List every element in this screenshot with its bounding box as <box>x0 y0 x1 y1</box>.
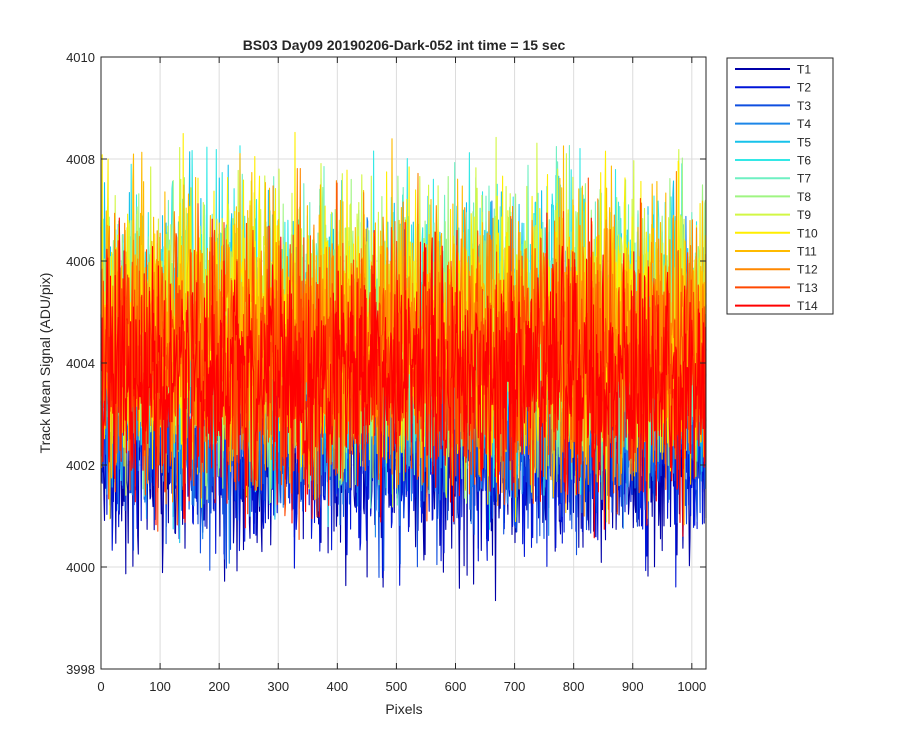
legend-label-t4: T4 <box>797 117 811 131</box>
legend-label-t7: T7 <box>797 172 811 186</box>
y-tick-label: 3998 <box>66 662 95 677</box>
x-axis-label: Pixels <box>385 701 422 717</box>
x-tick-label: 600 <box>445 679 467 694</box>
x-tick-label: 400 <box>326 679 348 694</box>
x-tick-label: 700 <box>504 679 526 694</box>
y-tick-label: 4006 <box>66 254 95 269</box>
y-axis-label: Track Mean Signal (ADU/pix) <box>37 273 53 454</box>
legend-label-t3: T3 <box>797 99 811 113</box>
legend-label-t14: T14 <box>797 299 818 313</box>
y-tick-label: 4010 <box>66 50 95 65</box>
legend-label-t1: T1 <box>797 63 811 77</box>
legend-label-t2: T2 <box>797 81 811 95</box>
legend-label-t10: T10 <box>797 226 818 240</box>
legend-label-t13: T13 <box>797 281 818 295</box>
legend-label-t12: T12 <box>797 263 818 277</box>
x-tick-label: 0 <box>97 679 104 694</box>
legend: T1 T2 T3 T4 T5 T6 T7 T8 T9 T10 T11 T12 T13 T14 <box>726 57 834 315</box>
y-tick-label: 4000 <box>66 560 95 575</box>
x-tick-label: 100 <box>149 679 171 694</box>
y-tick-label: 4008 <box>66 152 95 167</box>
x-tick-label: 300 <box>267 679 289 694</box>
chart-title: BS03 Day09 20190206-Dark-052 int time = … <box>243 37 566 53</box>
x-tick-label: 900 <box>622 679 644 694</box>
y-tick-label: 4002 <box>66 458 95 473</box>
y-tick-label: 4004 <box>66 356 95 371</box>
legend-label-t8: T8 <box>797 190 811 204</box>
x-tick-label: 500 <box>386 679 408 694</box>
x-tick-label: 200 <box>208 679 230 694</box>
x-axis: 0 100 200 300 400 500 600 700 800 900 1000 <box>97 57 706 694</box>
series-line-t14 <box>100 212 707 539</box>
x-tick-label: 800 <box>563 679 585 694</box>
legend-label-t9: T9 <box>797 208 811 222</box>
legend-box <box>726 57 834 315</box>
legend-label-t5: T5 <box>797 135 811 149</box>
y-axis: 3998 4000 4002 4004 4006 4008 4010 <box>66 50 706 677</box>
legend-label-t6: T6 <box>797 154 811 168</box>
series-layer <box>100 131 707 602</box>
x-tick-label: 1000 <box>677 679 706 694</box>
legend-label-t11: T11 <box>797 245 817 259</box>
